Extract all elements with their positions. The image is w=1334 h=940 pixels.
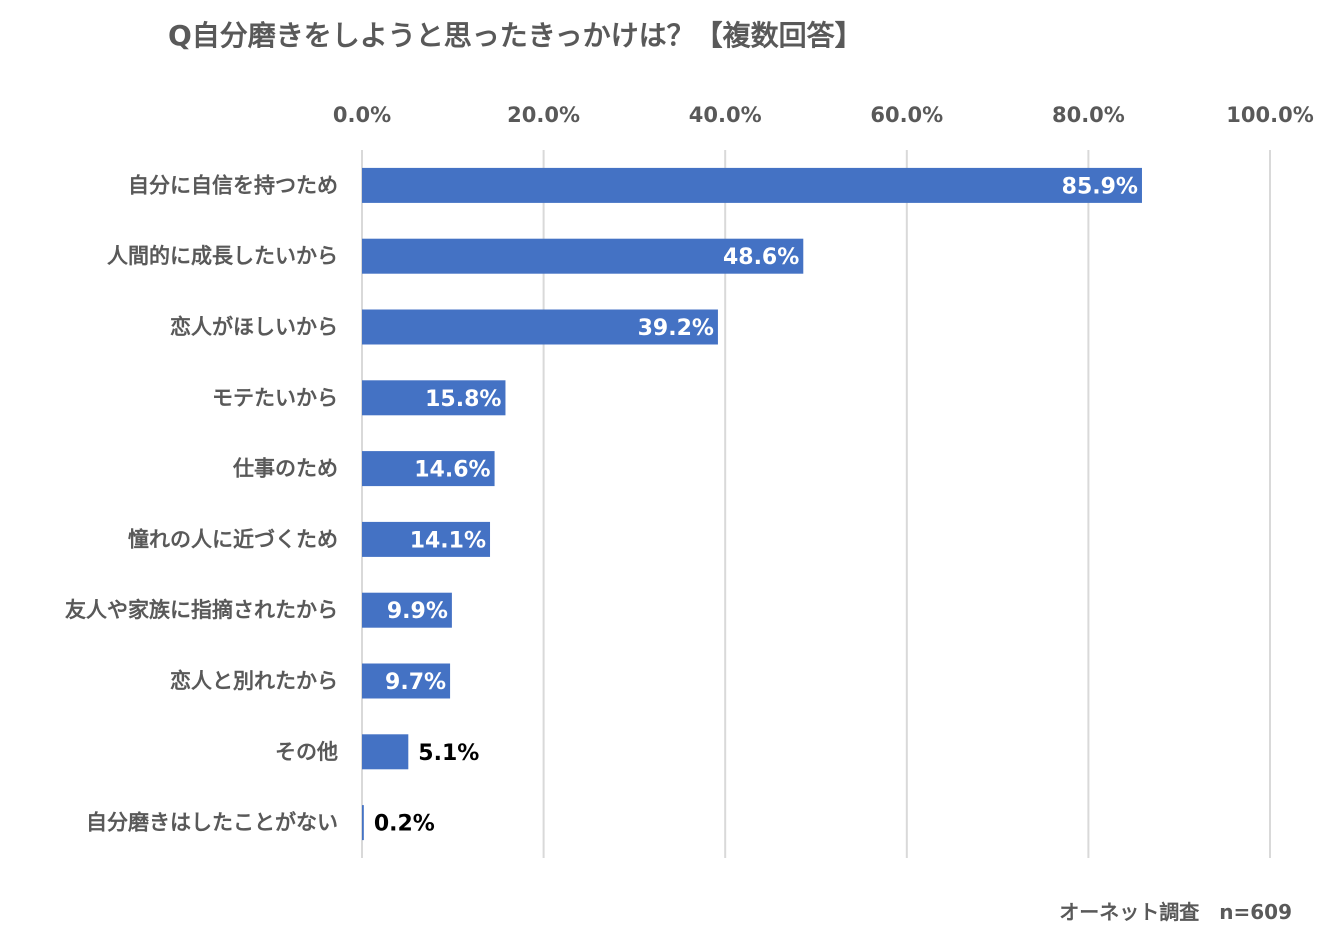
- value-label: 0.2%: [374, 812, 435, 837]
- bars: [362, 167, 1142, 841]
- value-label: 39.2%: [638, 316, 714, 341]
- x-tick-label: 60.0%: [870, 103, 943, 127]
- x-tick-label: 100.0%: [1226, 103, 1313, 127]
- x-tick-label: 0.0%: [333, 103, 391, 127]
- value-label: 5.1%: [418, 741, 479, 766]
- source-note: オーネット調査 n=609: [1059, 900, 1292, 924]
- bar: [362, 521, 491, 557]
- bar: [362, 663, 451, 699]
- bar: [362, 592, 452, 628]
- value-label: 14.6%: [414, 458, 490, 483]
- category-label: 恋人と別れたから: [170, 669, 338, 693]
- category-labels: 自分に自信を持つため人間的に成長したいから恋人がほしいからモテたいから仕事のため…: [65, 173, 338, 834]
- value-label: 9.7%: [385, 670, 446, 695]
- bar: [362, 309, 718, 345]
- x-tick-label: 80.0%: [1052, 103, 1125, 127]
- bar: [362, 238, 804, 274]
- bar: [362, 380, 506, 416]
- chart-title: Q自分磨きをしようと思ったきっかけは？【複数回答】: [168, 19, 863, 52]
- category-label: 憧れの人に近づくため: [128, 527, 338, 551]
- x-tick-label: 40.0%: [689, 103, 762, 127]
- x-tick-label: 20.0%: [507, 103, 580, 127]
- category-label: 仕事のため: [232, 457, 338, 481]
- bar: [362, 167, 1142, 203]
- category-label: 人間的に成長したいから: [107, 244, 338, 268]
- category-label: 自分に自信を持つため: [128, 173, 338, 197]
- category-label: モテたいから: [212, 386, 338, 410]
- value-label: 15.8%: [425, 387, 501, 412]
- category-label: 友人や家族に指摘されたから: [65, 598, 338, 622]
- category-label: その他: [275, 740, 338, 764]
- value-label: 85.9%: [1062, 174, 1138, 199]
- value-labels: 85.9% 48.6% 39.2% 15.8% 14.6% 14.1% 9.9% 9.7% 5.…: [374, 174, 1138, 836]
- x-axis-tick-labels: 0.0% 20.0% 40.0% 60.0% 80.0% 100.0%: [333, 103, 1314, 127]
- category-label: 恋人がほしいから: [170, 315, 338, 339]
- bar: [362, 451, 495, 487]
- value-label: 14.1%: [410, 528, 486, 553]
- bar: [362, 805, 364, 841]
- bar: [362, 734, 409, 770]
- value-label: 48.6%: [723, 245, 799, 270]
- category-label: 自分磨きはしたことがない: [86, 811, 338, 835]
- value-label: 9.9%: [387, 599, 448, 624]
